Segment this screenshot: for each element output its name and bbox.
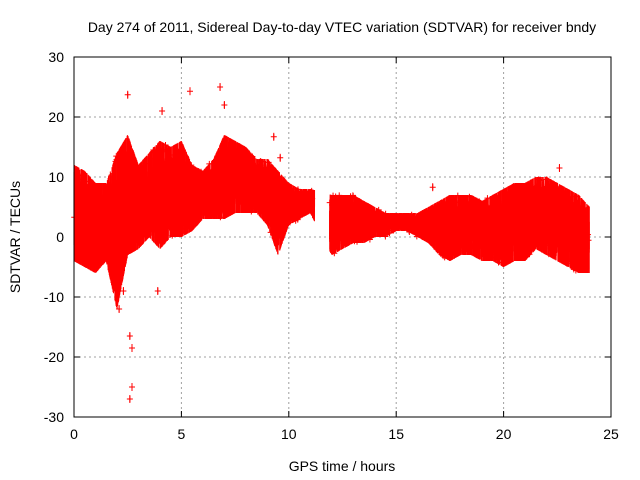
data-point xyxy=(294,216,301,223)
y-tick-label: -10 xyxy=(44,289,64,305)
chart-title: Day 274 of 2011, Sidereal Day-to-day VTE… xyxy=(88,19,596,35)
tick-labels: 0 5 10 15 20 25 -30 -20 -10 0 10 20 30 xyxy=(44,49,619,442)
y-tick-label: 30 xyxy=(48,49,64,65)
y-tick-label: -30 xyxy=(44,409,64,425)
x-tick-label: 10 xyxy=(281,426,297,442)
x-tick-label: 5 xyxy=(178,426,186,442)
y-tick-label: 0 xyxy=(56,229,64,245)
x-tick-label: 15 xyxy=(388,426,404,442)
y-tick-label: -20 xyxy=(44,349,64,365)
x-tick-label: 25 xyxy=(603,426,619,442)
data-points xyxy=(71,83,592,403)
x-tick-label: 0 xyxy=(70,426,78,442)
y-tick-label: 20 xyxy=(48,109,64,125)
x-tick-label: 20 xyxy=(496,426,512,442)
y-tick-label: 10 xyxy=(48,169,64,185)
